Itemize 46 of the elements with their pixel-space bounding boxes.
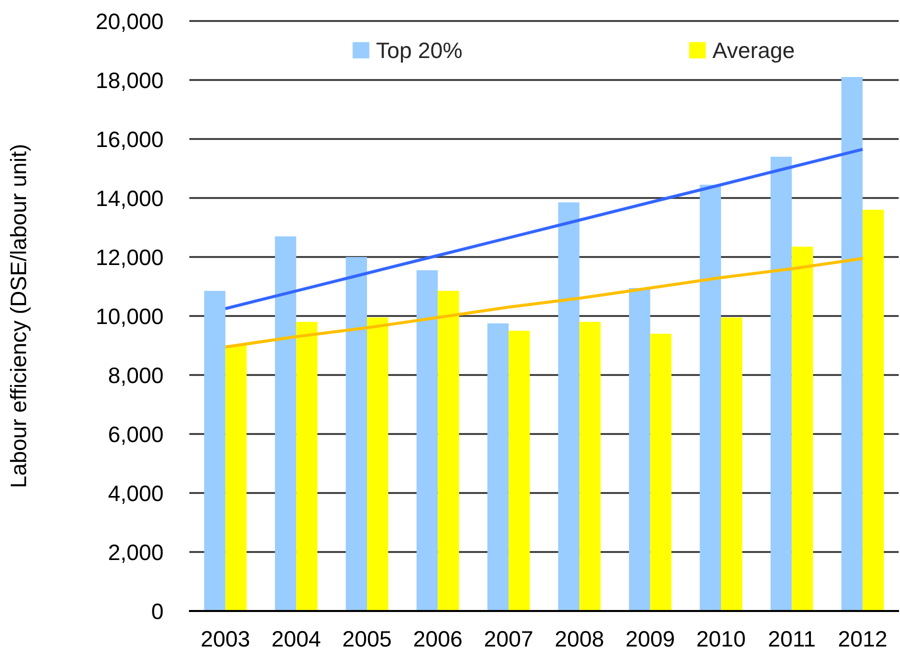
line-series	[224, 256, 864, 348]
x-tick-label: 2004	[272, 631, 320, 647]
y-tick-label: 8,000	[108, 368, 163, 386]
bar	[204, 290, 226, 611]
bar	[792, 246, 814, 611]
bar	[770, 156, 792, 611]
x-tick-label: 2007	[485, 631, 532, 647]
y-tick-label: 18,000	[97, 72, 163, 91]
x-tick-label: 2010	[697, 631, 745, 647]
y-tick-label: 6,000	[109, 426, 163, 445]
y-tick-label: 2,000	[109, 544, 163, 563]
bar	[579, 322, 601, 611]
y-axis-title: Labour efficiency (DSE/labour unit)	[10, 145, 31, 486]
legend-label: Top 20%	[376, 42, 462, 63]
bar	[508, 330, 530, 611]
bar	[225, 345, 247, 611]
y-tick-label: 20,000	[96, 14, 163, 32]
bar	[367, 317, 388, 611]
bar	[700, 184, 722, 611]
bar	[416, 270, 438, 611]
y-tick-label: 12,000	[97, 250, 163, 268]
bar	[862, 210, 884, 611]
bar	[558, 202, 580, 611]
bar	[650, 334, 672, 611]
y-tick-label: 10,000	[97, 308, 163, 327]
bar	[487, 323, 509, 611]
bar	[841, 77, 863, 611]
x-tick-label: 2005	[343, 631, 391, 647]
line-series	[224, 148, 864, 310]
bar	[721, 317, 742, 611]
x-tick-label: 2003	[202, 631, 250, 647]
bar	[274, 236, 296, 611]
x-tick-label: 2009	[626, 631, 674, 647]
bar	[346, 256, 367, 611]
bar	[438, 290, 460, 611]
y-tick-label: 14,000	[97, 190, 163, 209]
x-tick-label: 2012	[839, 631, 886, 647]
x-tick-label: 2008	[556, 631, 604, 647]
bar	[628, 288, 650, 611]
y-tick-label: 4,000	[108, 486, 163, 504]
legend-label: Average	[712, 42, 794, 63]
bar	[296, 322, 318, 611]
x-tick-label: 2011	[769, 631, 815, 647]
x-tick-label: 2006	[414, 631, 462, 647]
y-tick-label: 0	[152, 604, 163, 620]
y-tick-label: 16,000	[97, 132, 163, 150]
